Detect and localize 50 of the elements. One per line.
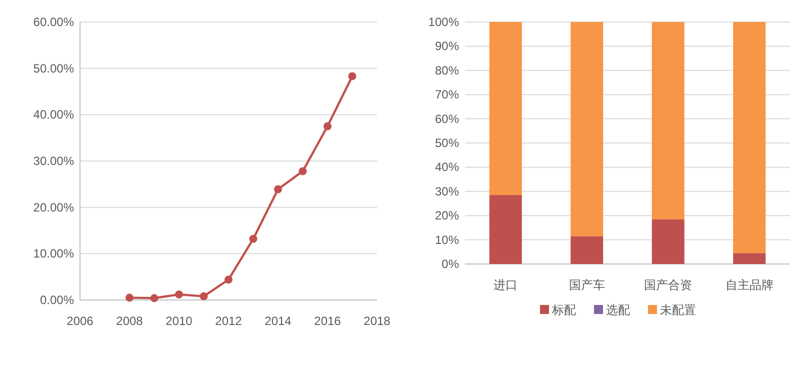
- legend-label: 标配: [551, 303, 576, 317]
- bar: [733, 22, 766, 254]
- bar: [489, 195, 522, 264]
- y-tick-label: 30.00%: [33, 154, 74, 168]
- bar: [489, 22, 522, 196]
- x-tick-label: 2008: [116, 314, 144, 328]
- bar: [570, 22, 604, 236]
- y-tick-label: 50.00%: [33, 61, 74, 76]
- y-tick-label: 60.00%: [33, 15, 74, 29]
- point: [249, 234, 258, 243]
- x-tick-label: 2006: [66, 314, 94, 328]
- x-tick-label: 2018: [364, 314, 391, 328]
- y-tick-label: 90%: [434, 39, 460, 54]
- y-tick-label: 0.00%: [40, 293, 74, 307]
- y-tick-label: 40%: [434, 160, 460, 174]
- y-tick-label: 100%: [428, 15, 460, 29]
- legend-label: 选配: [606, 303, 630, 317]
- x-tick-label: 进口: [494, 278, 518, 292]
- y-tick-label: 80%: [434, 63, 460, 78]
- point: [224, 276, 232, 284]
- bar: [733, 253, 766, 264]
- y-tick-label: 40.00%: [33, 108, 74, 122]
- bar: [652, 219, 684, 264]
- point: [175, 290, 183, 298]
- x-tick-label: 2012: [215, 314, 242, 328]
- bar: [570, 236, 604, 264]
- x-tick-label: 国产合资: [644, 278, 692, 292]
- y-tick-label: 50%: [434, 136, 460, 150]
- point: [200, 292, 208, 300]
- x-tick-label: 2010: [166, 314, 193, 328]
- point: [274, 185, 282, 194]
- y-tick-label: 0%: [442, 257, 460, 271]
- y-tick-label: 10%: [434, 232, 460, 247]
- point: [324, 122, 332, 130]
- x-tick-label: 国产车: [568, 278, 605, 292]
- y-tick-label: 70%: [434, 88, 460, 102]
- x-tick-label: 2016: [314, 314, 342, 328]
- y-tick-label: 30%: [434, 184, 460, 198]
- legend-label: 未配置: [660, 303, 696, 317]
- y-tick-label: 20%: [434, 208, 460, 223]
- y-tick-label: 10.00%: [33, 246, 74, 261]
- y-tick-label: 60%: [434, 112, 460, 126]
- point: [298, 167, 307, 176]
- point: [348, 72, 356, 80]
- point: [126, 294, 134, 302]
- y-tick-label: 20.00%: [33, 200, 74, 214]
- bar: [652, 22, 684, 220]
- x-tick-label: 自主品牌: [725, 278, 774, 292]
- x-tick-label: 2014: [264, 314, 292, 328]
- point: [150, 294, 158, 302]
